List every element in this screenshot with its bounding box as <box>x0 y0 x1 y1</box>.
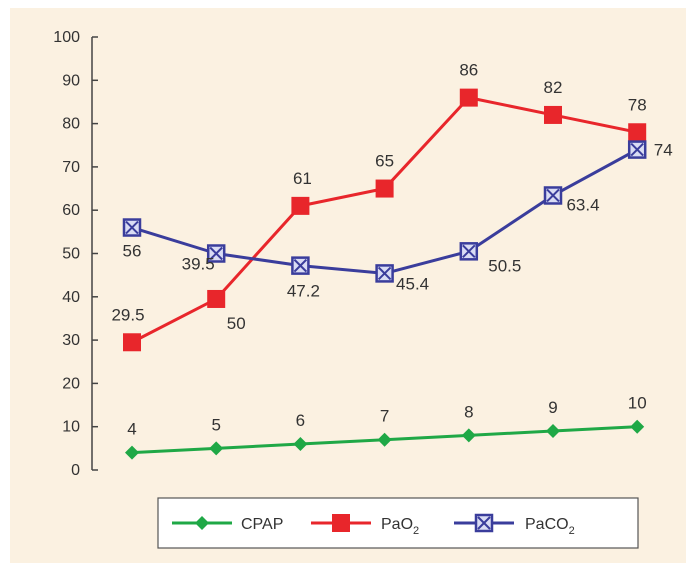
y-tick-label: 90 <box>62 72 80 89</box>
series-pao2 <box>123 88 647 352</box>
y-tick-label: 0 <box>71 462 80 479</box>
pao2-point <box>375 179 394 198</box>
y-tick-label: 80 <box>62 116 80 133</box>
pao2-data-label: 78 <box>628 95 647 114</box>
paco2-point <box>291 256 310 275</box>
y-tick-label: 50 <box>62 246 80 263</box>
pao2-data-label: 82 <box>544 78 563 97</box>
paco2-data-label: 50.5 <box>488 256 521 275</box>
cpap-point <box>293 437 308 452</box>
pao2-data-label: 65 <box>375 152 394 171</box>
cpap-point <box>461 428 476 443</box>
pao2-point <box>628 123 647 142</box>
pao2-point <box>544 105 562 124</box>
paco2-point <box>459 242 479 261</box>
y-tick-label: 40 <box>62 289 80 306</box>
paco2-point <box>627 140 647 159</box>
chart-panel: 0 10 20 30 40 50 60 70 80 90 100 4 5 6 7 8 9 10 29.5 50 61 6… <box>10 8 686 563</box>
pao2-data-label: 61 <box>293 169 312 188</box>
y-tick-label: 30 <box>62 332 80 349</box>
series-layer <box>122 88 647 460</box>
paco2-point <box>122 218 142 237</box>
paco2-data-label: 39.5 <box>182 255 215 274</box>
pao2-point <box>207 289 226 308</box>
paco2-data-label: 45.4 <box>396 274 429 293</box>
y-tick-label: 70 <box>62 159 80 176</box>
cpap-data-label: 9 <box>548 398 557 417</box>
cpap-point <box>377 432 392 447</box>
paco2-data-label: 56 <box>123 242 142 261</box>
paco2-data-label: 47.2 <box>287 282 320 301</box>
pao2-data-label: 29.5 <box>111 305 144 324</box>
y-tick-label: 60 <box>62 202 80 219</box>
cpap-point <box>209 441 224 456</box>
pao2-point <box>291 196 310 215</box>
legend-paco2-point <box>474 513 494 533</box>
legend-item-pao2: PaO2 <box>311 514 419 537</box>
legend-item-cpap: CPAP <box>172 516 283 533</box>
cpap-point <box>630 419 645 434</box>
paco2-data-label: 74 <box>654 141 673 160</box>
y-tick-label: 100 <box>53 29 80 46</box>
legend-pao2-point <box>332 514 350 532</box>
legend-pao2-label: PaO2 <box>381 516 419 537</box>
pao2-point <box>123 333 141 352</box>
cpap-data-label: 10 <box>628 394 647 413</box>
y-tick-label: 20 <box>62 375 80 392</box>
chart-axes: 0 10 20 30 40 50 60 70 80 90 100 <box>53 29 98 479</box>
cpap-data-label: 8 <box>464 402 473 421</box>
legend-cpap-label: CPAP <box>241 516 283 533</box>
legend-box <box>157 497 639 549</box>
chart-legend: CPAP PaO2 PaCO2 <box>157 497 639 549</box>
pao2-data-label: 50 <box>227 314 246 333</box>
cpap-point <box>125 445 139 460</box>
paco2-point <box>206 244 226 263</box>
paco2-point <box>543 186 563 205</box>
series-paco2 <box>122 140 647 283</box>
legend-paco2-label: PaCO2 <box>525 516 575 537</box>
series-cpap <box>125 419 645 460</box>
y-tick-label: 10 <box>62 419 80 436</box>
cpap-data-label: 5 <box>211 415 220 434</box>
legend-cpap-point <box>195 516 209 530</box>
cpap-data-label: 6 <box>296 411 305 430</box>
cpap-data-label: 4 <box>127 420 136 439</box>
paco2-point <box>375 264 394 283</box>
cpap-data-label: 7 <box>380 407 389 426</box>
pao2-data-label: 86 <box>459 61 478 80</box>
paco2-data-label: 63.4 <box>566 195 599 214</box>
cpap-point <box>546 424 560 439</box>
legend-item-paco2: PaCO2 <box>454 513 575 537</box>
pao2-point <box>459 88 478 107</box>
